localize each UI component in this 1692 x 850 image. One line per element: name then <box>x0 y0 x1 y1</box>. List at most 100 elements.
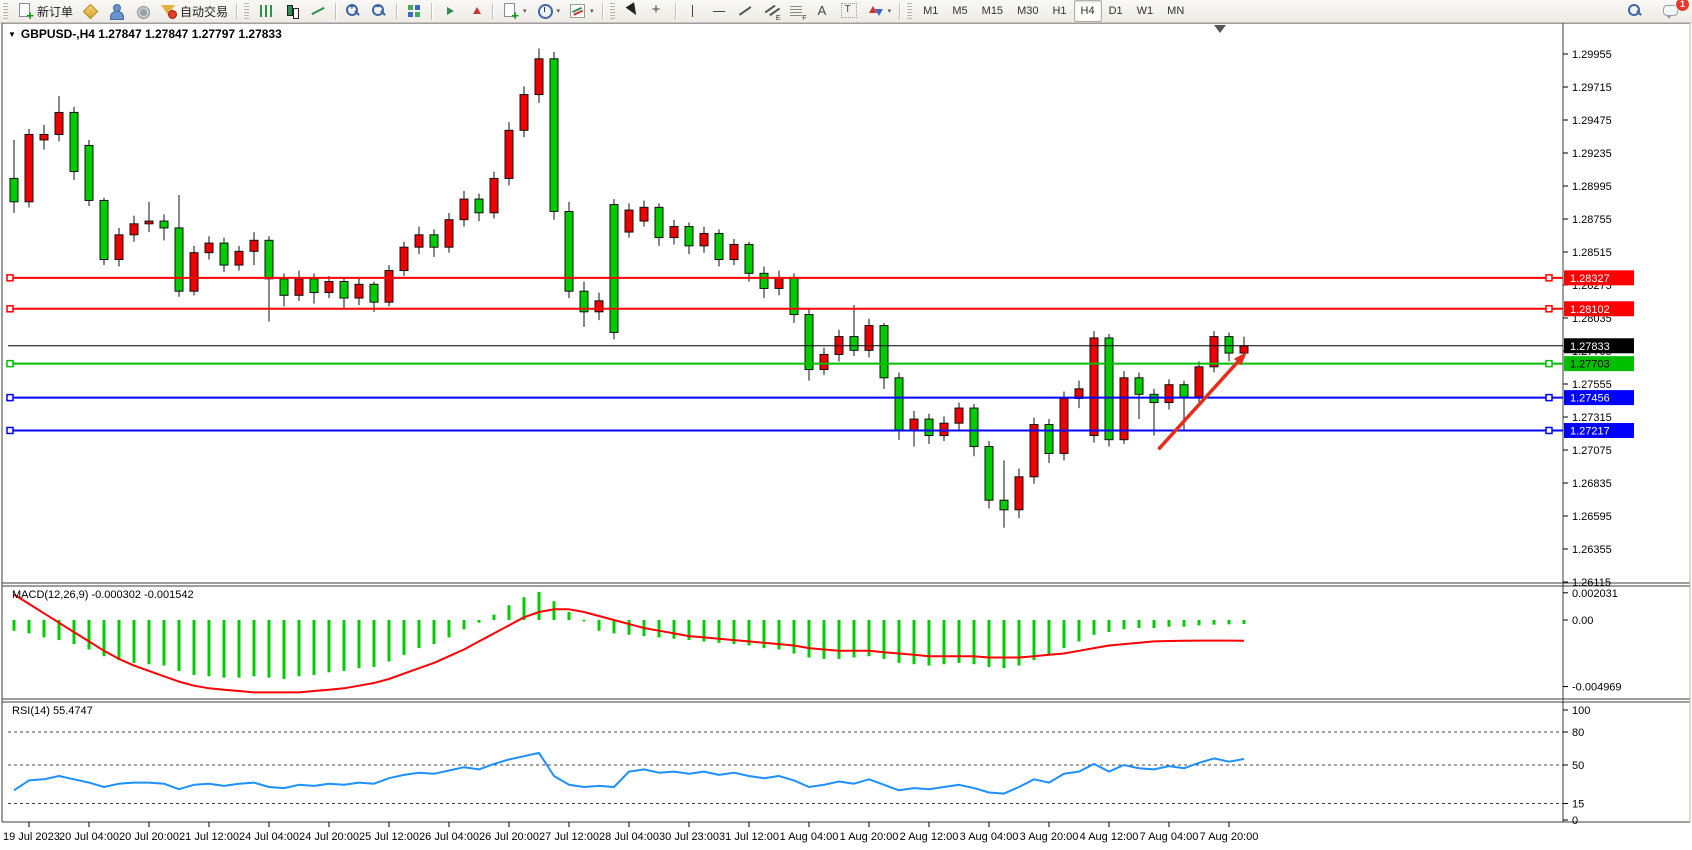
candle-body <box>1179 384 1189 398</box>
crosshair-button[interactable] <box>645 0 671 22</box>
periods-button[interactable]: ▾ <box>531 0 565 22</box>
line-end-marker <box>1545 426 1553 435</box>
time-tick-label: 7 Aug 20:00 <box>1200 831 1259 843</box>
line-end-marker <box>1545 305 1553 313</box>
zoom-out-button[interactable] <box>366 0 392 22</box>
candle-body <box>504 129 514 179</box>
toolbar: 新订单 自动交易 ▾ ▾ ▾ ▾ M1 M5 M15 M30 H1 H4 D1 W1 MN 1 <box>0 0 1692 23</box>
line-end-marker <box>6 305 14 313</box>
candle-body <box>474 198 484 214</box>
candle-body <box>684 226 694 247</box>
bar-chart-button[interactable] <box>253 0 279 22</box>
zoom-in-button[interactable] <box>340 0 366 22</box>
chart-shift-button[interactable] <box>462 0 488 22</box>
dropdown-caret-icon[interactable]: ▾ <box>523 8 527 15</box>
price-level-badge-text: 1.27703 <box>1570 359 1610 371</box>
auto-scroll-button[interactable] <box>436 0 462 22</box>
market-watch-button[interactable] <box>129 0 155 22</box>
timeframe-d1[interactable]: D1 <box>1108 5 1123 17</box>
line-end-marker <box>6 274 14 282</box>
price-level-badge-text: 1.28102 <box>1570 304 1610 316</box>
auto-trading-icon <box>159 3 178 19</box>
time-tick-label: 7 Aug 04:00 <box>1140 831 1199 843</box>
toolbar-search-button[interactable] <box>1622 0 1648 22</box>
candle-body <box>339 281 349 299</box>
candle-body <box>579 290 589 313</box>
vertical-line-button[interactable] <box>680 0 706 22</box>
candle-body <box>699 232 709 247</box>
candle-body <box>9 177 19 203</box>
chart-shift-marker <box>1214 25 1226 33</box>
toolbar-separator <box>492 2 494 20</box>
toolbar-separator <box>335 2 337 20</box>
candle-body <box>774 276 784 289</box>
price-tick-label: 1.26115 <box>1572 577 1611 589</box>
timeframe-m1[interactable]: M1 <box>923 5 939 17</box>
toolbar-grip <box>243 3 250 19</box>
candle-body <box>384 270 394 303</box>
timeframe-m30[interactable]: M30 <box>1017 5 1039 17</box>
channel-button[interactable] <box>758 0 784 22</box>
timeframe-h1[interactable]: H1 <box>1052 5 1067 17</box>
candle-body <box>174 227 184 292</box>
timeframe-m15[interactable]: M15 <box>981 5 1004 17</box>
auto-scroll-icon <box>440 3 458 19</box>
indicators-button[interactable]: ▾ <box>564 0 598 22</box>
time-tick-label: 19 Jul 2023 <box>3 831 60 843</box>
dropdown-caret-icon[interactable]: ▾ <box>556 8 561 15</box>
rsi-line <box>13 751 1245 795</box>
toolbar-separator <box>899 2 901 20</box>
timeframe-mn[interactable]: MN <box>1167 5 1185 17</box>
profile-button[interactable] <box>103 0 129 22</box>
dropdown-caret-icon[interactable]: ▾ <box>590 8 594 15</box>
horizontal-line-button[interactable] <box>706 0 732 22</box>
time-tick-label: 20 Jul 04:00 <box>59 831 119 843</box>
candle-body <box>1014 476 1024 511</box>
zoom-out-icon <box>370 2 388 19</box>
candle-body <box>444 219 454 248</box>
rsi-tick-label: 80 <box>1572 727 1584 739</box>
zoom-in-icon <box>344 2 362 19</box>
timeframe-h4[interactable]: H4 <box>1073 0 1102 22</box>
auto-trading-button[interactable]: 自动交易 <box>155 0 232 22</box>
price-tick-label: 1.29715 <box>1572 82 1612 94</box>
text-label-button[interactable] <box>836 0 862 22</box>
tile-windows-button[interactable] <box>401 0 427 22</box>
price-level-badge <box>1564 356 1634 372</box>
cursor-button[interactable] <box>619 0 645 22</box>
trendline-button[interactable] <box>732 0 758 22</box>
time-tick-label: 24 Jul 04:00 <box>239 831 299 843</box>
toolbar-grip <box>906 3 913 19</box>
time-tick-label: 24 Jul 20:00 <box>299 831 359 843</box>
bid-price-badge-text: 1.27833 <box>1570 341 1610 353</box>
new-chart-button[interactable]: ▾ <box>497 0 531 23</box>
toolbar-grip <box>2 3 8 19</box>
text-button[interactable] <box>810 0 836 22</box>
time-tick-label: 1 Aug 20:00 <box>840 831 899 843</box>
candle-body <box>654 206 664 239</box>
dropdown-caret-icon[interactable]: ▾ <box>887 8 892 15</box>
metaeditor-button[interactable] <box>77 0 103 22</box>
symbol-dropdown-icon[interactable]: ▼ <box>8 29 16 39</box>
rsi-tick-label: 0 <box>1572 815 1578 827</box>
candlestick-chart-button[interactable] <box>279 0 305 22</box>
candle-body <box>594 300 604 313</box>
fibonacci-button[interactable] <box>784 0 810 22</box>
arrows-button[interactable]: ▾ <box>862 0 896 22</box>
notifications-button[interactable]: 1 <box>1658 0 1690 22</box>
candle-body <box>1224 336 1234 354</box>
new-order-button[interactable]: 新订单 <box>12 0 77 23</box>
line-chart-button[interactable] <box>305 0 331 22</box>
timeframe-w1[interactable]: W1 <box>1136 5 1154 17</box>
cursor-icon <box>623 3 641 19</box>
rsi-tick-label: 50 <box>1572 760 1584 772</box>
candle-body <box>969 407 979 448</box>
candle-body <box>1119 377 1129 441</box>
line-end-marker <box>6 359 14 368</box>
time-tick-label: 4 Aug 12:00 <box>1080 831 1139 843</box>
toolbar-right-icons: 1 <box>1622 0 1690 22</box>
line-end-marker <box>6 393 14 402</box>
time-tick-label: 3 Aug 20:00 <box>1020 831 1079 843</box>
timeframe-m5[interactable]: M5 <box>952 5 968 17</box>
